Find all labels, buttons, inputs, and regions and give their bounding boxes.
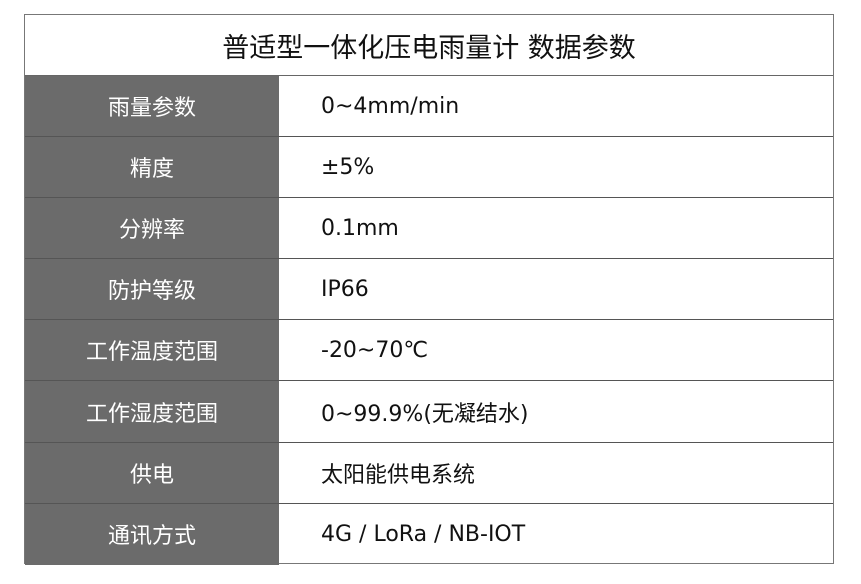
table-row: 雨量参数 0~4mm/min	[25, 76, 833, 138]
table-title: 普适型一体化压电雨量计 数据参数	[25, 15, 833, 76]
table-body: 雨量参数 0~4mm/min 精度 ±5% 分辨率 0.1mm 防护等级 IP66 工作温度范围…	[25, 76, 833, 565]
param-value: ±5%	[321, 154, 375, 180]
table-row: 供电 太阳能供电系统	[25, 442, 833, 504]
param-label: 分辨率	[25, 198, 279, 259]
param-label: 防护等级	[25, 259, 279, 320]
table-row: 通讯方式 4G / LoRa / NB-IOT	[25, 503, 833, 565]
param-value: 4G / LoRa / NB-IOT	[321, 521, 526, 547]
table-row: 精度 ±5%	[25, 137, 833, 199]
param-value: 0~99.9%(无凝结水)	[321, 401, 529, 427]
param-label: 通讯方式	[25, 503, 279, 565]
param-value: -20~70℃	[321, 337, 429, 363]
param-value: 0~4mm/min	[321, 93, 460, 119]
param-label: 工作湿度范围	[25, 381, 279, 442]
table-row: 防护等级 IP66	[25, 259, 833, 321]
param-label: 精度	[25, 137, 279, 198]
param-value: 太阳能供电系统	[321, 462, 476, 488]
param-label: 雨量参数	[25, 76, 279, 137]
table-row: 工作湿度范围 0~99.9%(无凝结水)	[25, 381, 833, 443]
table-row: 工作温度范围 -20~70℃	[25, 320, 833, 382]
table-row: 分辨率 0.1mm	[25, 198, 833, 260]
param-value: IP66	[321, 276, 369, 302]
param-value: 0.1mm	[321, 215, 399, 241]
param-label: 工作温度范围	[25, 320, 279, 381]
param-label: 供电	[25, 442, 279, 503]
spec-table: 普适型一体化压电雨量计 数据参数 雨量参数 0~4mm/min 精度 ±5% 分辨率 0.…	[24, 14, 834, 565]
